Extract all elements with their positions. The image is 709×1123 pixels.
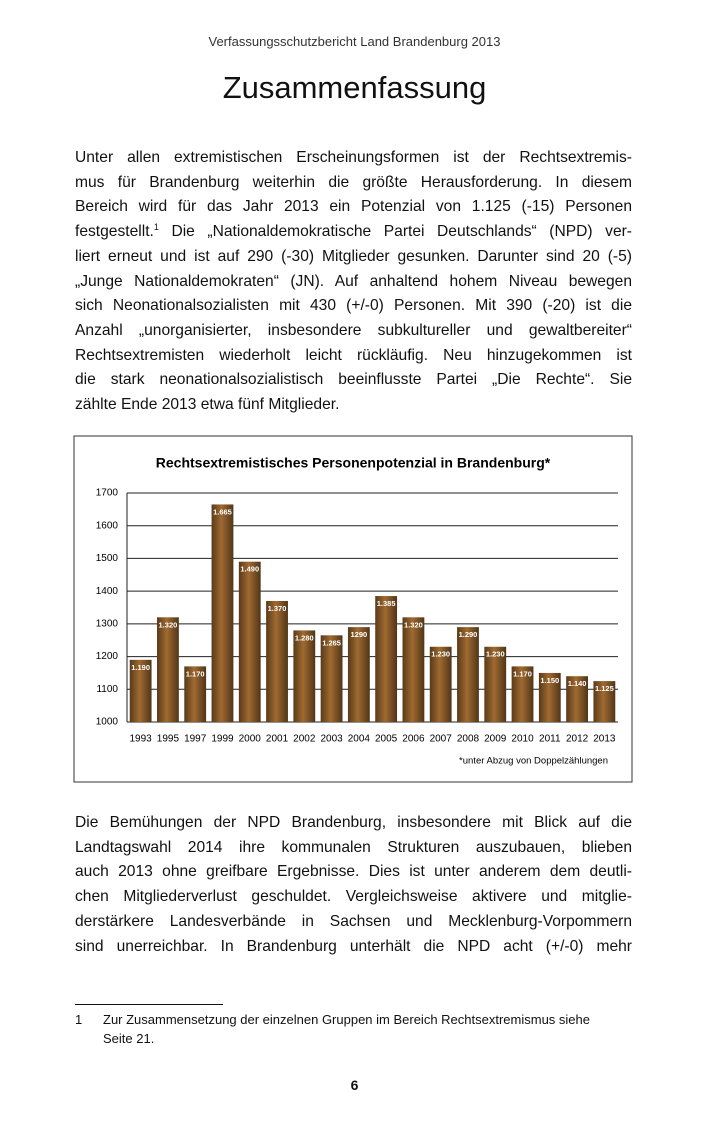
- value-label: 1.230: [486, 650, 505, 659]
- text-line: Rechtsextremisten wiederholt leicht rück…: [75, 346, 632, 364]
- x-tick-label: 2001: [266, 734, 289, 745]
- bar: [593, 681, 616, 722]
- x-tick-label: 1997: [184, 734, 207, 745]
- y-tick-label: 1300: [96, 618, 119, 629]
- bar: [129, 659, 152, 722]
- x-tick-label: 2007: [430, 734, 453, 745]
- chart: Rechtsextremistisches Personenpotenzial …: [73, 435, 633, 783]
- bar: [320, 635, 343, 722]
- footnote-number: 1: [75, 1012, 83, 1027]
- running-header: Verfassungsschutzbericht Land Brandenbur…: [208, 34, 501, 49]
- text-line: sich Neonationalsozialisten mit 430 (+/-…: [75, 297, 632, 315]
- x-tick-label: 2000: [239, 734, 262, 745]
- text-line: Die Bemühungen der NPD Brandenburg, insb…: [75, 814, 632, 831]
- y-tick-label: 1500: [96, 553, 119, 564]
- y-tick-label: 1100: [96, 684, 118, 695]
- x-tick-label: 2004: [348, 734, 371, 745]
- bar: [157, 617, 179, 722]
- text-line: festgestellt.1 Die „Nationaldemokratisch…: [75, 222, 632, 242]
- value-label: 1.490: [240, 565, 259, 574]
- x-tick-label: 2013: [593, 734, 616, 745]
- x-tick-label: 2009: [484, 734, 507, 745]
- bar: [375, 596, 398, 722]
- text-line: zählte Ende 2013 etwa fünf Mitglieder.: [75, 396, 340, 413]
- value-label: 1.190: [131, 663, 150, 672]
- value-label: 1.320: [159, 620, 178, 629]
- x-tick-label: 2010: [511, 734, 534, 745]
- text-segment: Die „Nationaldemokratische Partei Deutsc…: [158, 223, 632, 241]
- text-line: sind unerreichbar. In Brandenburg unterh…: [75, 937, 632, 955]
- text-line: Bereich wird für das Jahr 2013 ein Poten…: [75, 198, 632, 216]
- y-tick-label: 1400: [96, 586, 119, 597]
- x-tick-label: 2003: [320, 734, 343, 745]
- text-line: Anzahl „unorganisierter, insbesondere su…: [75, 321, 632, 339]
- x-tick-label: 1993: [130, 734, 153, 745]
- value-label: 1.665: [213, 507, 232, 516]
- value-label: 1.230: [431, 650, 450, 659]
- chart-frame: [73, 435, 633, 783]
- y-tick-label: 1200: [96, 651, 119, 662]
- footnote-ref: 1: [153, 222, 159, 233]
- text-line: liert erneut und ist auf 290 (-30) Mitgl…: [75, 247, 632, 265]
- x-tick-label: 2008: [457, 734, 480, 745]
- footnote-line: Seite 21.: [103, 1031, 155, 1046]
- bar: [566, 676, 588, 722]
- bar: [511, 666, 534, 722]
- bar: [238, 561, 261, 722]
- y-tick-label: 1700: [96, 488, 119, 499]
- page-title: Zusammenfassung: [222, 70, 487, 105]
- bar: [184, 666, 207, 722]
- bar: [484, 646, 507, 722]
- bar: [211, 504, 234, 722]
- value-label: 1.280: [295, 633, 314, 642]
- text-segment: festgestellt.: [75, 223, 154, 241]
- text-line: Landtagswahl 2014 ihre kommunalen Strukt…: [75, 838, 632, 856]
- footnote-line: Zur Zusammensetzung der einzelnen Gruppe…: [103, 1012, 590, 1027]
- value-label: 1.125: [595, 684, 614, 693]
- value-label: 1290: [351, 630, 368, 639]
- value-label: 1.265: [322, 638, 341, 647]
- text-line: mus für Brandenburg weiterhin die größte…: [75, 173, 632, 191]
- bar: [429, 646, 452, 722]
- text-line: Unter allen extremistischen Erscheinungs…: [75, 149, 632, 166]
- x-tick-label: 2002: [293, 734, 316, 745]
- x-tick-label: 1999: [211, 734, 234, 745]
- text-line: auch 2013 ohne greifbare Ergebnisse. Die…: [75, 863, 632, 881]
- bar: [402, 617, 425, 722]
- value-label: 1.370: [268, 604, 287, 613]
- text-line: die stark neonationalsozialistisch beein…: [75, 371, 632, 389]
- footnote-rule: [75, 1004, 223, 1005]
- y-tick-label: 1000: [96, 717, 119, 728]
- chart-note: *unter Abzug von Doppelzählungen: [459, 756, 608, 767]
- x-tick-label: 1995: [157, 734, 180, 745]
- value-label: 1.140: [568, 679, 587, 688]
- x-tick-label: 2006: [402, 734, 425, 745]
- x-tick-label: 2005: [375, 734, 398, 745]
- text-line: chen Mitgliederverlust geschuldet. Vergl…: [75, 888, 632, 906]
- value-label: 1.170: [513, 669, 532, 678]
- bar: [538, 672, 561, 722]
- value-label: 1.150: [540, 676, 559, 685]
- text-line: „Junge Nationaldemokraten“ (JN). Auf anh…: [75, 272, 632, 290]
- bar: [457, 627, 479, 722]
- y-tick-label: 1600: [96, 520, 119, 531]
- value-label: 1.320: [404, 620, 423, 629]
- page-number: 6: [350, 1077, 359, 1093]
- x-tick-label: 2011: [539, 734, 561, 745]
- value-label: 1.290: [459, 630, 478, 639]
- bar: [293, 630, 316, 722]
- value-label: 1.170: [186, 669, 205, 678]
- text-line: derstärkere Landesverbände in Sachsen un…: [75, 912, 632, 930]
- value-label: 1.385: [377, 599, 396, 608]
- chart-title: Rechtsextremistisches Personenpotenzial …: [156, 455, 551, 471]
- bar: [347, 627, 370, 722]
- x-tick-label: 2012: [566, 734, 589, 745]
- bar: [266, 600, 288, 722]
